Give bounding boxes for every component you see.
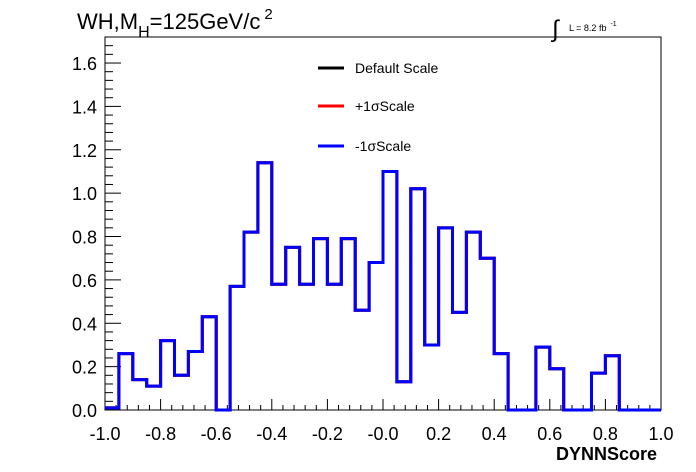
y-tick-label: 0.2 bbox=[72, 358, 97, 378]
chart-title: WH,MH=125GeV/c 2 bbox=[77, 6, 273, 41]
series-layer bbox=[105, 161, 661, 412]
x-tick-label: -0.8 bbox=[145, 424, 176, 444]
y-tick-label: 0.6 bbox=[72, 271, 97, 291]
y-tick-label: 0.0 bbox=[72, 401, 97, 421]
x-axis-label: DYNNScore bbox=[556, 444, 657, 464]
x-tick-label: 0.6 bbox=[537, 424, 562, 444]
series-line-3 bbox=[105, 161, 661, 412]
legend-label: Default Scale bbox=[355, 60, 438, 76]
y-tick-label: 0.4 bbox=[72, 314, 97, 334]
lumi-label: L = 8.2 fb -1 bbox=[569, 21, 617, 33]
y-tick-label: 0.8 bbox=[72, 228, 97, 248]
x-tick-label: -0.4 bbox=[256, 424, 287, 444]
title-superscript: 2 bbox=[264, 6, 272, 23]
x-tick-label: -0.6 bbox=[201, 424, 232, 444]
y-tick-label: 1.2 bbox=[72, 141, 97, 161]
legend: Default Scale +1σScale -1σScale bbox=[318, 60, 438, 154]
x-tick-label: 0.2 bbox=[426, 424, 451, 444]
lumi-text: L = 8.2 fb bbox=[569, 23, 606, 33]
title-rest: =125GeV/c bbox=[150, 9, 261, 34]
y-tick-label: 1.4 bbox=[72, 97, 97, 117]
y-tick-label: 1.6 bbox=[72, 54, 97, 74]
x-tick-label: 0.4 bbox=[482, 424, 507, 444]
x-axis: -1.0 -0.8 -0.6 -0.4 -0.2 -0.0 0.2 0.4 0.6 0.8 1.0 bbox=[89, 399, 674, 444]
x-tick-label: -1.0 bbox=[89, 424, 120, 444]
title-subscript: H bbox=[138, 24, 150, 41]
title-main: WH,M bbox=[77, 9, 138, 34]
lumi-integral-symbol: ∫ bbox=[550, 16, 560, 43]
x-tick-label: -0.2 bbox=[312, 424, 343, 444]
x-tick-label: -0.0 bbox=[367, 424, 398, 444]
y-axis: 0.0 0.2 0.4 0.6 0.8 1.0 1.2 1.4 1.6 bbox=[72, 45, 121, 421]
legend-label: -1σScale bbox=[355, 138, 411, 154]
lumi-superscript: -1 bbox=[610, 21, 616, 28]
y-tick-label: 1.0 bbox=[72, 184, 97, 204]
legend-label: +1σScale bbox=[355, 98, 415, 114]
x-tick-label: 0.8 bbox=[593, 424, 618, 444]
x-tick-label: 1.0 bbox=[648, 424, 673, 444]
